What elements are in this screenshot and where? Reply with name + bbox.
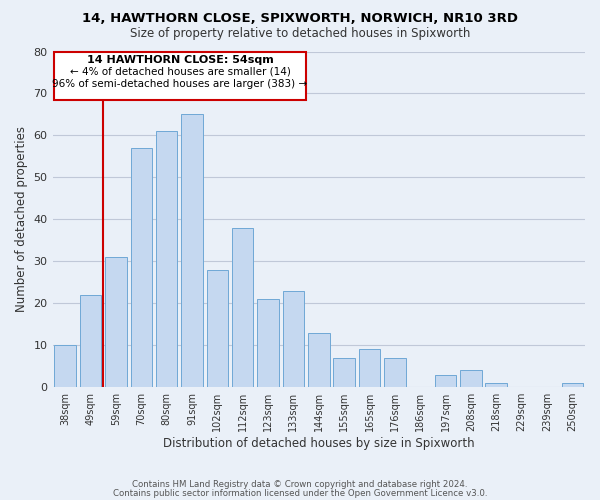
Bar (55, 345, 76, 387)
Text: 14, HAWTHORN CLOSE, SPIXWORTH, NORWICH, NR10 3RD: 14, HAWTHORN CLOSE, SPIXWORTH, NORWICH, … (82, 12, 518, 26)
Bar (435, 374, 457, 387)
Bar (156, 131, 178, 387)
Text: 14 HAWTHORN CLOSE: 54sqm: 14 HAWTHORN CLOSE: 54sqm (86, 55, 274, 65)
Text: Contains public sector information licensed under the Open Government Licence v3: Contains public sector information licen… (113, 488, 487, 498)
Text: ← 4% of detached houses are smaller (14): ← 4% of detached houses are smaller (14) (70, 66, 290, 76)
Bar (460, 370, 482, 387)
FancyBboxPatch shape (54, 52, 306, 100)
Bar (384, 358, 406, 387)
Text: Size of property relative to detached houses in Spixworth: Size of property relative to detached ho… (130, 28, 470, 40)
Bar (80, 295, 101, 387)
Bar (257, 299, 279, 387)
Text: Contains HM Land Registry data © Crown copyright and database right 2024.: Contains HM Land Registry data © Crown c… (132, 480, 468, 489)
Bar (232, 228, 253, 387)
Bar (131, 148, 152, 387)
X-axis label: Distribution of detached houses by size in Spixworth: Distribution of detached houses by size … (163, 437, 475, 450)
Bar (359, 350, 380, 387)
Bar (206, 270, 228, 387)
Text: 96% of semi-detached houses are larger (383) →: 96% of semi-detached houses are larger (… (52, 79, 308, 89)
Y-axis label: Number of detached properties: Number of detached properties (15, 126, 28, 312)
Bar (181, 114, 203, 387)
Bar (283, 290, 304, 387)
Bar (105, 257, 127, 387)
Bar (334, 358, 355, 387)
Bar (562, 383, 583, 387)
Bar (308, 332, 329, 387)
Bar (485, 383, 507, 387)
